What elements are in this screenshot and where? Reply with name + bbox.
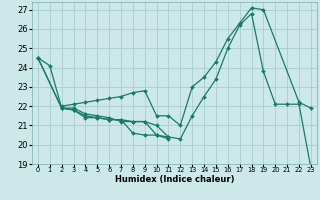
X-axis label: Humidex (Indice chaleur): Humidex (Indice chaleur)	[115, 175, 234, 184]
